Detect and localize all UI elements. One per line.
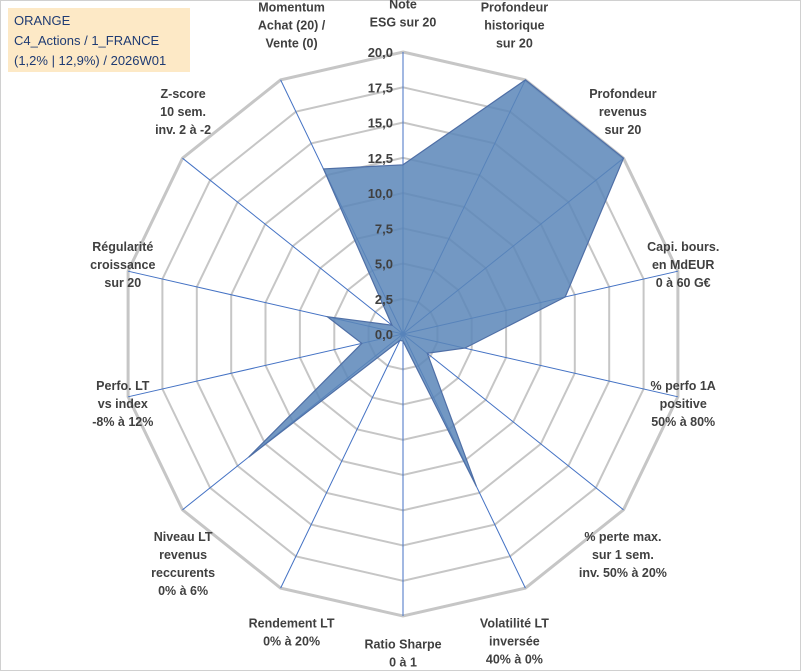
- axis-label-line: ESG sur 20: [370, 16, 437, 30]
- axis-label-line: 0% à 6%: [158, 584, 208, 598]
- axis-label-line: sur 20: [104, 276, 141, 290]
- axis-label-line: Momentum: [258, 1, 325, 15]
- axis-label: Profondeur revenus sur 20: [589, 87, 656, 137]
- axis-label-line: croissance: [90, 258, 155, 272]
- tick-label: 15,0: [368, 116, 393, 131]
- axis-label-line: inv. 2 à -2: [155, 123, 211, 137]
- tick-label: 12,5: [368, 151, 393, 166]
- axis-label: % perte max. sur 1 sem. inv. 50% à 20%: [579, 530, 667, 580]
- axis-label-line: inv. 50% à 20%: [579, 566, 667, 580]
- axis-label-line: Niveau LT: [154, 530, 213, 544]
- axis-label-line: Capi. bours.: [647, 240, 719, 254]
- axis-label-line: revenus: [599, 105, 647, 119]
- axis-label: Volatilité LT inversée 40% à 0%: [480, 617, 549, 667]
- axis-label: Note ESG sur 20: [370, 0, 437, 30]
- axis-label-line: reccurents: [151, 566, 215, 580]
- tick-label: 20,0: [368, 45, 393, 60]
- axis-label-line: 0 à 1: [389, 656, 417, 670]
- axis-label-line: en MdEUR: [652, 258, 715, 272]
- chart-title-line: C4_Actions / 1_FRANCE: [14, 33, 160, 48]
- axis-label-line: Volatilité LT: [480, 617, 549, 631]
- tick-label: 10,0: [368, 186, 393, 201]
- axis-label-line: 0% à 20%: [263, 635, 320, 649]
- axis-label: Rendement LT 0% à 20%: [249, 617, 335, 649]
- axis-label-line: historique: [484, 19, 544, 33]
- axis-label-line: Perfo. LT: [96, 379, 150, 393]
- axis-spoke: [127, 333, 404, 398]
- axis-label: Perfo. LT vs index -8% à 12%: [92, 379, 153, 429]
- axis-label: % perfo 1A positive 50% à 80%: [651, 379, 716, 429]
- axis-spoke: [402, 333, 624, 511]
- axis-label-line: Z-score: [161, 87, 206, 101]
- chart-title-box: ORANGE C4_Actions / 1_FRANCE (1,2% | 12,…: [8, 8, 190, 72]
- axis-label-line: -8% à 12%: [92, 415, 153, 429]
- axis-label-line: 50% à 80%: [651, 415, 715, 429]
- axis-label: Ratio Sharpe 0 à 1: [364, 638, 441, 670]
- axis-label-line: 10 sem.: [160, 105, 206, 119]
- radar-axis-labels: Note ESG sur 20 Profondeur historique sur 20…: [90, 0, 719, 670]
- axis-label-line: revenus: [159, 548, 207, 562]
- tick-label: 0,0: [375, 327, 393, 342]
- axis-label-line: inversée: [489, 635, 540, 649]
- axis-spoke: [182, 157, 404, 335]
- axis-label-line: Rendement LT: [249, 617, 335, 631]
- axis-label-line: Note: [389, 0, 417, 12]
- tick-label: 7,5: [375, 221, 393, 236]
- axis-label: Capi. bours. en MdEUR 0 à 60 G€: [647, 240, 719, 290]
- series-area: [248, 79, 625, 487]
- chart-title-line: (1,2% | 12,9%) / 2026W01: [14, 53, 167, 68]
- axis-label-line: sur 20: [496, 37, 533, 51]
- radar-series: [248, 79, 625, 487]
- axis-label-line: vs index: [98, 397, 148, 411]
- axis-label-line: Vente (0): [266, 37, 318, 51]
- chart-title-line: ORANGE: [14, 13, 71, 28]
- axis-spoke: [280, 333, 404, 589]
- axis-label-line: Ratio Sharpe: [364, 638, 441, 652]
- axis-label: Z-score 10 sem. inv. 2 à -2: [155, 87, 211, 137]
- axis-label-line: % perte max.: [584, 530, 661, 544]
- axis-label-line: sur 20: [604, 123, 641, 137]
- tick-label: 17,5: [368, 80, 393, 95]
- axis-label-line: 0 à 60 G€: [656, 276, 711, 290]
- axis-label: Niveau LT revenus reccurents 0% à 6%: [151, 530, 215, 598]
- axis-label-line: 40% à 0%: [486, 653, 543, 667]
- axis-label-line: Achat (20) /: [258, 19, 326, 33]
- axis-label-line: % perfo 1A: [651, 379, 716, 393]
- axis-label: Momentum Achat (20) / Vente (0): [258, 1, 326, 51]
- tick-label: 2,5: [375, 292, 393, 307]
- radar-tick-labels: 0,0 2,5 5,0 7,5 10,0 12,5 15,0 17,5 20,0: [368, 45, 393, 342]
- axis-label: Régularité croissance sur 20: [90, 240, 155, 290]
- tick-label: 5,0: [375, 257, 393, 272]
- axis-label-line: Régularité: [92, 240, 153, 254]
- axis-label-line: Profondeur: [589, 87, 656, 101]
- axis-label-line: Profondeur: [481, 1, 548, 15]
- axis-label: Profondeur historique sur 20: [481, 1, 548, 51]
- axis-label-line: sur 1 sem.: [592, 548, 654, 562]
- axis-label-line: positive: [660, 397, 707, 411]
